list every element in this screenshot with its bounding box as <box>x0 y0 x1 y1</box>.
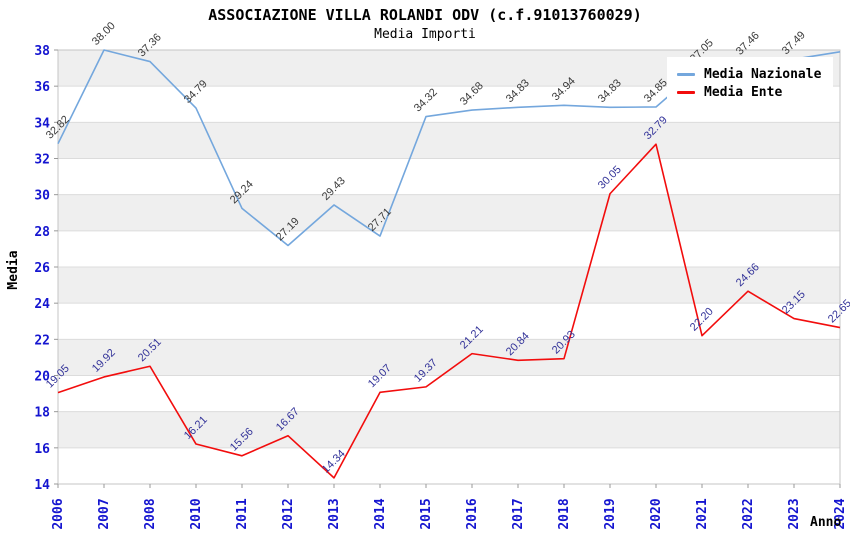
x-tick-label: 2017 <box>511 498 526 529</box>
x-tick-label: 2018 <box>557 498 572 529</box>
chart-subtitle: Media Importi <box>374 27 476 42</box>
x-tick-label: 2007 <box>97 498 112 529</box>
x-tick-label: 2010 <box>189 498 204 529</box>
legend-item-media-nazionale: Media Nazionale <box>677 66 827 82</box>
legend-item-media-ente: Media Ente <box>677 84 827 100</box>
y-tick-label: 18 <box>34 406 50 421</box>
x-tick-label: 2008 <box>143 498 158 529</box>
plot-band <box>58 122 840 159</box>
y-tick-label: 22 <box>34 333 50 348</box>
data-label-nazionale: 38.00 <box>90 20 118 48</box>
series-line-media-ente <box>57 143 841 479</box>
legend-label: Media Nazionale <box>704 66 822 82</box>
x-tick-label: 2013 <box>327 498 342 529</box>
x-tick-label: 2024 <box>833 498 848 529</box>
legend: Media Nazionale Media Ente <box>667 57 833 109</box>
x-tick-label: 2012 <box>281 498 296 529</box>
legend-label: Media Ente <box>704 84 783 100</box>
x-tick-label: 2020 <box>649 498 664 529</box>
plot-band <box>58 194 840 231</box>
y-tick-label: 28 <box>34 225 50 240</box>
x-tick-label: 2011 <box>235 498 250 529</box>
plot-band <box>58 411 840 448</box>
y-tick-label: 30 <box>34 189 50 204</box>
plot-band <box>58 230 840 267</box>
chart-title: ASSOCIAZIONE VILLA ROLANDI ODV (c.f.9101… <box>208 6 642 24</box>
x-axis-title: Anno <box>810 515 842 530</box>
plot-band <box>58 267 840 304</box>
x-tick-label: 2019 <box>603 498 618 529</box>
x-tick-label: 2023 <box>787 498 802 529</box>
y-tick-label: 20 <box>34 370 50 385</box>
y-tick-label: 34 <box>34 116 50 131</box>
legend-swatch-blue-line-icon <box>677 72 695 76</box>
x-tick-label: 2014 <box>373 498 388 529</box>
plot-band <box>58 375 840 412</box>
y-tick-label: 14 <box>34 478 50 493</box>
plot-band <box>58 303 840 340</box>
y-tick-label: 24 <box>34 297 50 312</box>
x-tick-label: 2016 <box>465 498 480 529</box>
y-tick-label: 32 <box>34 153 50 168</box>
x-tick-label: 2022 <box>741 498 756 529</box>
y-tick-label: 36 <box>34 80 50 95</box>
y-tick-label: 26 <box>34 261 50 276</box>
plot-band <box>58 158 840 195</box>
x-tick-label: 2021 <box>695 498 710 529</box>
y-tick-label: 16 <box>34 442 50 457</box>
x-tick-label: 2006 <box>51 498 66 529</box>
plot-band <box>58 447 840 484</box>
y-axis-title: Media <box>6 250 21 290</box>
y-tick-label: 38 <box>34 44 50 59</box>
legend-swatch-red-line-icon <box>677 90 695 94</box>
x-tick-label: 2015 <box>419 498 434 529</box>
